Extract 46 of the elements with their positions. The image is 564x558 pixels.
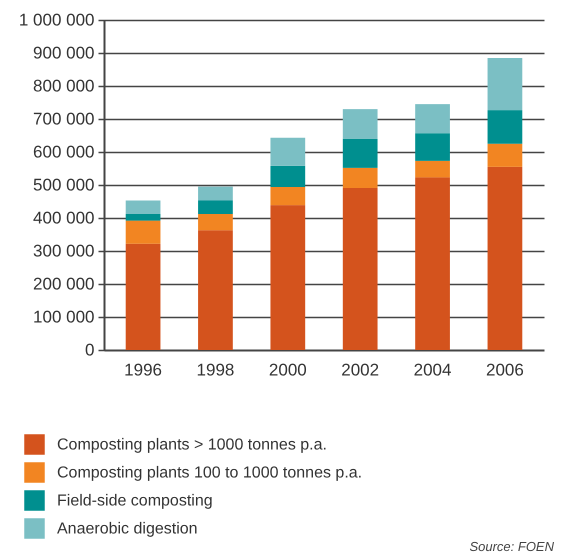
source-note: Source: FOEN (469, 539, 555, 554)
bar (488, 144, 522, 167)
bar (488, 58, 522, 110)
legend-label: Composting plants 100 to 1000 tonnes p.a. (57, 464, 362, 482)
y-tick-label: 100 000 (33, 308, 94, 326)
bar (270, 166, 306, 187)
y-tick-label: 700 000 (33, 110, 94, 128)
bar (198, 230, 233, 350)
y-tick-label: 600 000 (33, 142, 94, 162)
y-tick-label: 1 000 000 (18, 10, 94, 30)
legend-label: Anaerobic digestion (57, 520, 198, 538)
legend-label: Field-side composting (57, 492, 213, 510)
legend-label: Composting plants > 1000 tonnes p.a. (57, 436, 327, 454)
x-tick-label: 1998 (196, 360, 234, 380)
bar (270, 138, 306, 166)
bar (270, 186, 306, 206)
bar (415, 160, 450, 178)
bar (126, 200, 160, 214)
x-tick-label: 2006 (486, 360, 524, 380)
y-tick-label: 200 000 (33, 274, 94, 294)
y-tick-label: 0 (85, 340, 94, 360)
x-tick-label: 1996 (124, 360, 162, 380)
bar (126, 244, 160, 350)
bar (198, 200, 233, 214)
bar (342, 188, 378, 350)
bar (342, 168, 378, 188)
bar (270, 205, 306, 350)
bar (415, 104, 450, 134)
bar (126, 220, 160, 244)
x-tick-label: 2000 (268, 360, 307, 380)
bar (198, 214, 233, 230)
bar (342, 109, 378, 139)
bar (198, 186, 233, 201)
y-tick-label: 900 000 (33, 44, 94, 62)
bar (415, 177, 450, 350)
bar (415, 133, 450, 161)
bar (342, 138, 378, 168)
bar (488, 166, 522, 350)
x-tick-label: 2004 (414, 360, 452, 380)
bar (488, 110, 522, 144)
y-tick-label: 300 000 (33, 242, 94, 260)
bar (126, 214, 160, 221)
y-tick-label: 800 000 (33, 76, 94, 96)
y-tick-label: 400 000 (33, 208, 94, 228)
y-tick-label: 500 000 (33, 176, 94, 194)
x-tick-label: 2002 (341, 360, 380, 380)
